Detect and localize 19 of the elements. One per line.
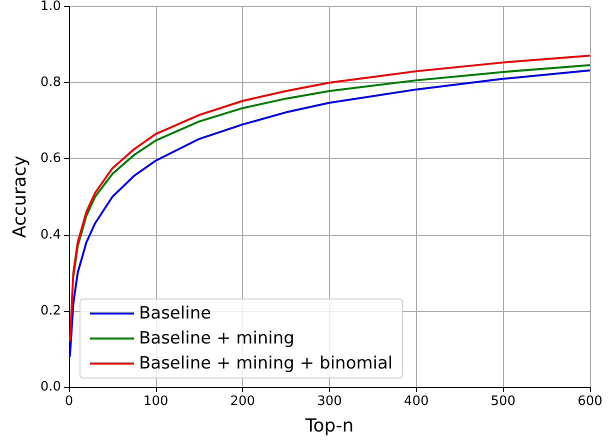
y-tick-label: 0.8 [40,75,61,90]
y-tick-label: 0.4 [40,227,61,242]
y-tick-label: 1.0 [40,0,61,14]
line-series [72,64,591,278]
x-tick-label: 600 [578,394,602,409]
y-tick-label: 0.0 [40,380,61,394]
y-axis-title: Accuracy [10,155,30,238]
legend-label: Baseline [139,304,212,324]
x-tick-label: 0 [64,394,74,409]
x-tick-label: 500 [490,394,516,409]
legend-label: Baseline + mining + binomial [139,354,393,374]
x-tick-label: 300 [317,394,342,409]
legend-label: Baseline + mining [139,328,294,348]
x-axis-title: Top-n [304,416,354,436]
y-tick-label: 0.2 [40,303,61,318]
x-tick-label: 100 [143,394,168,409]
x-tick-label: 400 [404,394,429,409]
y-tick-label: 0.6 [40,151,61,166]
x-tick-label: 200 [230,394,256,409]
